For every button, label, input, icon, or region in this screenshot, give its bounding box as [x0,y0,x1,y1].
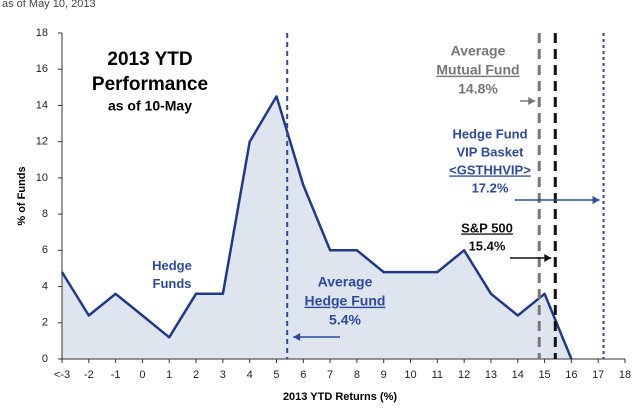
y-tick-label: 18 [36,27,48,39]
x-tick-label: 7 [327,369,333,381]
arrow-head [293,333,301,341]
reference-value-label: 15.4% [469,238,506,253]
x-tick-label: 6 [300,369,306,381]
x-tick-label: -2 [84,369,94,381]
reference-label: Average [451,43,506,59]
x-tick-label: 14 [512,369,524,381]
chart-title: Performance [92,74,208,95]
x-tick-label: 5 [273,369,279,381]
chart-title-note: as of 10-May [108,98,192,114]
reference-label: Average [318,274,373,290]
x-tick-label: 16 [565,369,577,381]
y-tick-label: 0 [42,353,48,365]
x-tick-label: 10 [404,369,416,381]
reference-label: S&P 500 [461,220,513,235]
x-tick-label: 8 [354,369,360,381]
y-tick-label: 16 [36,63,48,75]
reference-value-label: 14.8% [458,81,498,97]
x-axis-label: 2013 YTD Returns (%) [283,391,397,403]
x-tick-label: 3 [220,369,226,381]
x-tick-label: 1 [166,369,172,381]
y-tick-label: 8 [42,208,48,220]
x-tick-label: 4 [247,369,253,381]
reference-label: VIP Basket [457,144,525,159]
y-tick-label: 12 [36,136,48,148]
y-tick-label: 10 [36,172,48,184]
y-tick-label: 2 [42,317,48,329]
reference-label: <GSTHHVIP> [449,162,531,177]
series-line [60,95,573,360]
x-tick-label: 15 [538,369,550,381]
y-tick-label: 6 [42,244,48,256]
arrow-head [544,254,552,262]
arrow-head [528,97,536,105]
x-tick-label: 9 [381,369,387,381]
area-fill [62,96,572,360]
x-tick-label: 2 [193,369,199,381]
x-tick-label: <-3 [54,369,70,381]
reference-label: Hedge Fund [305,293,386,309]
chart-title: 2013 YTD [107,49,192,70]
x-tick-label: 0 [139,369,145,381]
x-tick-label: 18 [619,369,631,381]
reference-label: Mutual Fund [436,62,519,78]
y-tick-label: 14 [36,99,48,111]
x-tick-label: 17 [592,369,604,381]
arrow-head [592,196,600,204]
reference-value-label: 5.4% [329,312,361,328]
y-axis-label: % of Funds [16,166,28,225]
y-tick-label: 4 [42,280,48,292]
chart-subtitle: as of May 10, 2013 [2,0,96,10]
x-tick-label: -1 [111,369,121,381]
x-tick-label: 13 [485,369,497,381]
x-tick-label: 11 [432,369,443,381]
x-tick-label: 12 [458,369,470,381]
reference-value-label: 17.2% [472,180,509,195]
series-label: Hedge Funds [152,258,192,291]
reference-label: Hedge Fund [452,126,527,141]
